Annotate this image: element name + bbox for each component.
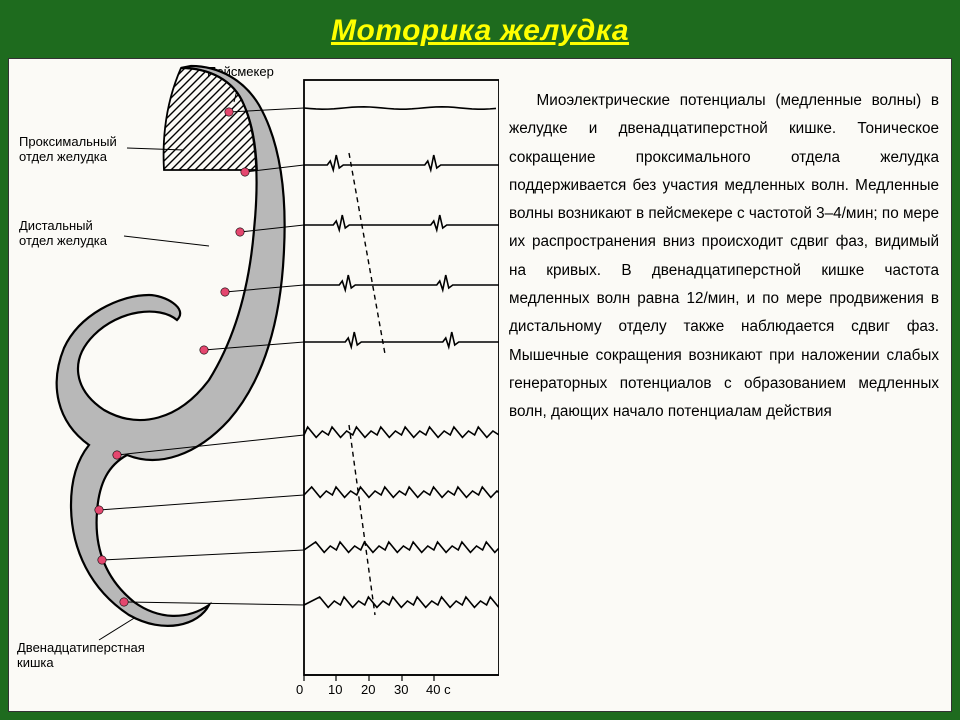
waveform-trace (304, 487, 499, 497)
electrode-dot (236, 228, 244, 236)
description-paragraph: Миоэлектрические потенциалы (медленные в… (509, 87, 939, 427)
diagram-area: Пейсмекер Проксимальныйотдел желудка Дис… (9, 59, 499, 711)
axis-tick-label: 30 (394, 682, 408, 697)
waveform-trace (304, 332, 499, 347)
electrode-lead (124, 602, 304, 605)
description-text: Миоэлектрические потенциалы (медленные в… (499, 59, 951, 711)
waveform-trace (304, 155, 499, 170)
waveform-traces (304, 107, 499, 608)
waveform-trace (304, 215, 499, 230)
axis-tick-label: 20 (361, 682, 375, 697)
content-frame: Пейсмекер Проксимальныйотдел желудка Дис… (8, 58, 952, 712)
axis-tick-label: 10 (328, 682, 342, 697)
electrode-dot (98, 556, 106, 564)
axis-tick-label: 0 (296, 682, 303, 697)
axis-ticks (304, 675, 499, 681)
fundus-hatch (164, 68, 257, 170)
waveform-trace (304, 427, 499, 437)
waveform-trace (304, 275, 499, 290)
electrode-dot (241, 168, 249, 176)
electrode-dot (225, 108, 233, 116)
electrode-dot (120, 598, 128, 606)
electrode-dot (200, 346, 208, 354)
axis-tick-label: 40 с (426, 682, 451, 697)
electrode-lead (102, 550, 304, 560)
electrode-dot (113, 451, 121, 459)
diagram-svg (9, 59, 499, 711)
waveform-trace (304, 597, 499, 607)
leader-distal (124, 236, 209, 246)
electrode-dot (95, 506, 103, 514)
page-title: Моторика желудка (0, 0, 960, 56)
electrode-lead (99, 495, 304, 510)
waveform-trace (304, 107, 496, 109)
electrode-dot (221, 288, 229, 296)
waveform-trace (304, 542, 499, 552)
